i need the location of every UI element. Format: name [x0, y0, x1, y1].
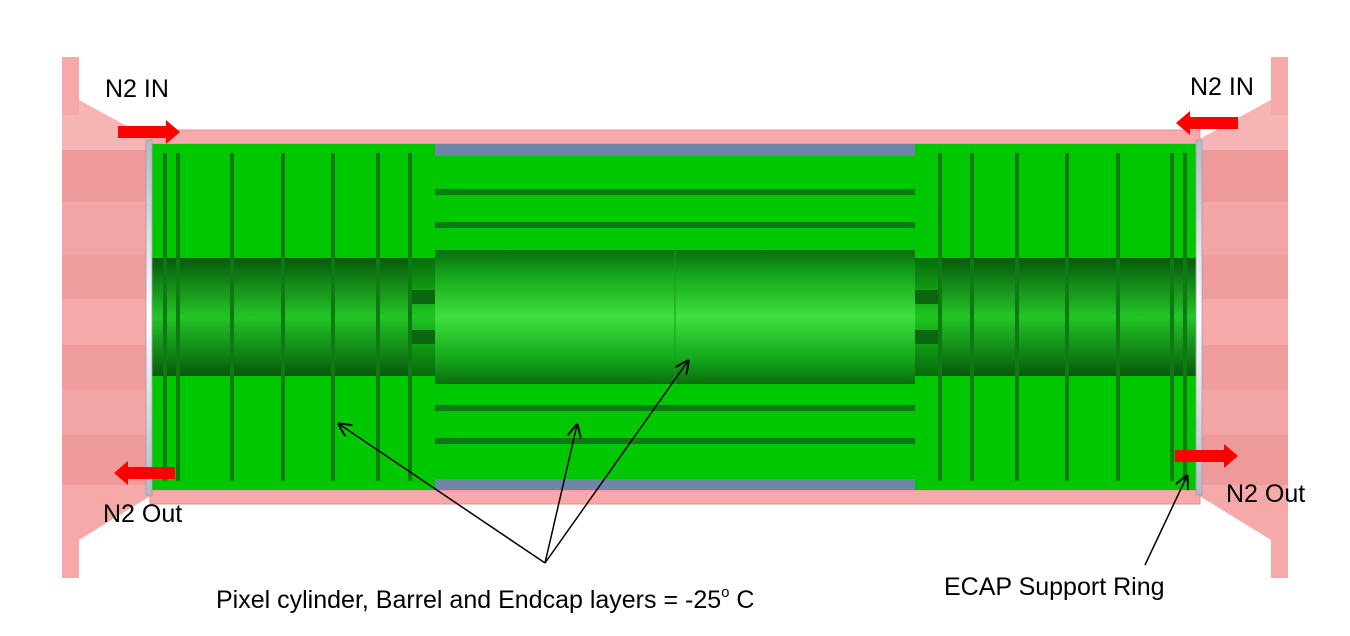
pixel-cylinder — [150, 250, 1200, 384]
pixel-label-unit: C — [729, 586, 755, 614]
outer-shell — [62, 57, 1288, 578]
n2-in-right-label: N2 IN — [1190, 73, 1254, 101]
thin-black-arrow-icon — [339, 424, 546, 564]
thin-black-arrow-icon — [544, 425, 577, 564]
n2-out-left-label: N2 Out — [103, 500, 183, 528]
red-arrow-icon — [118, 120, 180, 144]
red-arrow-icon — [1175, 444, 1238, 468]
ecap-support-rings — [145, 139, 1203, 496]
pixel-label-main: Pixel cylinder, Barrel and Endcap layers… — [216, 586, 722, 614]
red-arrow-icon — [1176, 111, 1238, 135]
n2-out-right-label: N2 Out — [1226, 480, 1306, 508]
degree-superscript: o — [721, 584, 730, 601]
n2-in-left-label: N2 IN — [105, 75, 169, 103]
n2-flow-arrows — [114, 111, 1238, 485]
callout-arrows — [339, 361, 1187, 566]
red-arrow-icon — [114, 461, 175, 485]
endcap-disks-left — [163, 153, 412, 481]
thin-black-arrow-icon — [544, 361, 688, 564]
barrel-support-rails — [435, 144, 915, 490]
thin-black-arrow-icon — [1144, 476, 1187, 566]
barrel-layers — [435, 189, 915, 444]
ecap-support-ring-label: ECAP Support Ring — [944, 573, 1165, 601]
endcap-disks-right — [938, 153, 1187, 481]
pixel-layers-temperature-label: Pixel cylinder, Barrel and Endcap layers… — [216, 585, 754, 613]
